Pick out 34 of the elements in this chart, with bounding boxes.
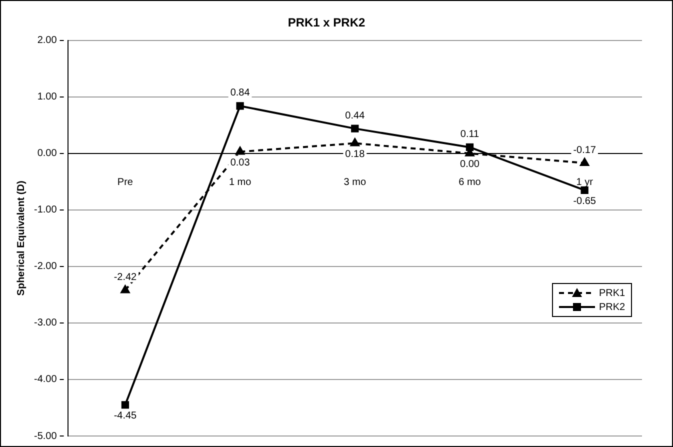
y-tick-label: -3.00 <box>34 318 58 329</box>
y-tick-label: -1.00 <box>34 204 58 216</box>
point <box>120 285 130 294</box>
legend-label: PRK1 <box>599 288 626 299</box>
point <box>351 124 359 132</box>
data-label: 0.44 <box>345 110 366 122</box>
chart-title: PRK1 x PRK2 <box>288 16 366 30</box>
data-label: -0.17 <box>573 144 596 156</box>
y-tick-label: 2.00 <box>37 35 58 46</box>
x-tick-label: 3 mo <box>344 177 366 188</box>
data-label: 0.00 <box>460 159 480 170</box>
data-label: -2.42 <box>114 272 138 283</box>
data-label: 0.11 <box>460 128 480 140</box>
data-label: 0.03 <box>230 157 250 168</box>
data-label: -0.65 <box>573 196 596 207</box>
x-tick-label: 6 mo <box>458 177 482 188</box>
x-tick-label: 1 mo <box>228 177 252 188</box>
point <box>236 102 244 110</box>
y-axis-title: Spherical Equivalent (D) <box>16 180 27 296</box>
point <box>121 401 130 409</box>
y-tick-label: -5.00 <box>34 430 58 442</box>
data-label: 0.84 <box>230 88 250 99</box>
y-tick-label: 0.00 <box>37 148 58 160</box>
point <box>580 158 590 166</box>
legend-label: PRK2 <box>599 302 626 313</box>
point <box>236 146 245 155</box>
y-tick-label: -4.00 <box>34 374 58 386</box>
point <box>580 186 588 194</box>
data-label: 0.18 <box>345 149 366 160</box>
y-tick-label: 1.00 <box>37 92 58 103</box>
point <box>350 138 360 146</box>
data-label: -4.45 <box>114 410 138 422</box>
y-tick-label: -2.00 <box>34 261 58 272</box>
x-tick-label: Pre <box>117 177 134 188</box>
